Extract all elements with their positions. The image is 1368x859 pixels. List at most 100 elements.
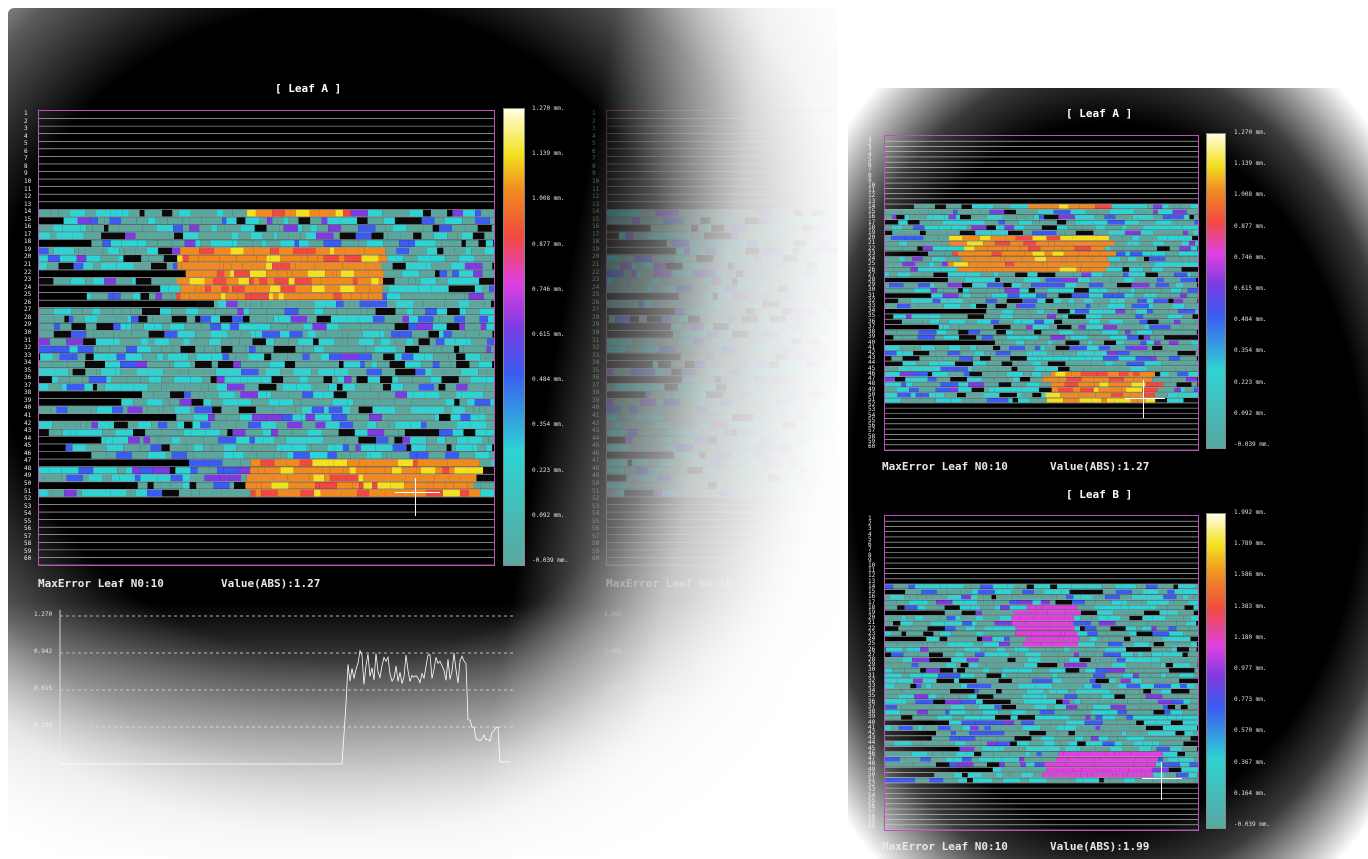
- heatmap-cell: [1013, 330, 1026, 335]
- heatmap-cell: [475, 217, 490, 224]
- colorbar-tick-label: 0.615 mm.: [1234, 285, 1267, 292]
- heatmap-cell: [789, 277, 799, 285]
- heatmap-cell: [1152, 330, 1163, 335]
- heatmap-cell: [1139, 319, 1148, 324]
- leaf-number-label: 52: [868, 401, 876, 409]
- heatmap-cell: [445, 482, 454, 489]
- heatmap-cell: [829, 308, 836, 315]
- heatmap-cell: [990, 235, 1006, 241]
- heatmap-cell: [169, 232, 175, 240]
- heatmap-cell: [1047, 351, 1053, 356]
- heatmap-cell: [418, 338, 430, 346]
- heatmap-cell: [102, 429, 116, 436]
- heatmap-cell: [1176, 772, 1189, 778]
- heatmap-cell: [202, 376, 211, 383]
- heatmap-cell: [1184, 387, 1194, 392]
- heatmap-cell: [161, 383, 167, 391]
- right-leaf-a-heatmap[interactable]: [884, 135, 1199, 451]
- heatmap-cell: [1143, 335, 1150, 340]
- heatmap-cell: [885, 230, 893, 235]
- heatmap-cell: [1028, 694, 1042, 699]
- heatmap-cell: [1122, 392, 1131, 398]
- heatmap-cell: [88, 474, 103, 482]
- heatmap-cell: [371, 361, 378, 368]
- heatmap-cell: [901, 382, 906, 387]
- heatmap-cell: [672, 436, 681, 444]
- leaf-number-label: 22: [868, 624, 876, 632]
- heatmap-cell: [997, 736, 1015, 741]
- leaf-a-heatmap[interactable]: [38, 110, 495, 566]
- heatmap-cell: [640, 209, 656, 217]
- heatmap-cell: [917, 246, 923, 251]
- colorbar-tick-label: 0.877 mm.: [1234, 222, 1267, 230]
- heatmap-cell: [1079, 220, 1093, 225]
- heatmap-cell: [1016, 392, 1022, 398]
- heatmap-cell: [607, 399, 614, 406]
- heatmap-cell: [1165, 256, 1181, 262]
- heatmap-cell: [1082, 225, 1096, 230]
- leaf-number-label: 41: [868, 723, 876, 731]
- heatmap-cell: [1160, 225, 1170, 230]
- heatmap-cell: [812, 225, 829, 232]
- heatmap-cell: [1060, 710, 1076, 715]
- heatmap-cell: [805, 300, 811, 308]
- heatmap-cell: [695, 391, 707, 399]
- heatmap-cell: [441, 346, 455, 353]
- heatmap-cell: [39, 338, 51, 346]
- heatmap-cell: [474, 285, 482, 293]
- heatmap-cell: [947, 642, 957, 647]
- heatmap-cell: [390, 346, 396, 353]
- heatmap-cell: [382, 383, 392, 391]
- heatmap-cell: [780, 217, 791, 224]
- heatmap-cell: [50, 338, 66, 346]
- heatmap-cell: [762, 255, 777, 262]
- heatmap-cell: [456, 353, 466, 361]
- heatmap-cell: [458, 270, 474, 277]
- heatmap-cell: [684, 308, 691, 315]
- heatmap-cell: [358, 247, 365, 255]
- heatmap-cell: [827, 285, 834, 293]
- heatmap-cell: [693, 459, 711, 467]
- heatmap-cell: [296, 383, 312, 391]
- leaf-number-label: 32: [868, 296, 876, 304]
- heatmap-cell: [238, 323, 254, 330]
- leaf-number-label: 48: [24, 464, 32, 472]
- leaf-number-label: 50: [868, 390, 876, 398]
- heatmap-cell: [126, 277, 132, 285]
- heatmap-cell: [1064, 725, 1077, 731]
- heatmap-cell: [677, 338, 694, 346]
- heatmap-cell: [351, 293, 361, 300]
- heatmap-cell: [1080, 387, 1094, 392]
- right-leaf-b-heatmap[interactable]: [884, 515, 1199, 831]
- heatmap-cell: [754, 444, 765, 451]
- heatmap-cell: [1031, 767, 1047, 772]
- heatmap-cell: [953, 262, 969, 267]
- heatmap-cell: [483, 391, 494, 399]
- heatmap-cell: [885, 678, 897, 683]
- heatmap-cell: [1151, 746, 1157, 751]
- heatmap-cell: [1068, 204, 1080, 209]
- heatmap-cell: [387, 255, 404, 262]
- heatmap-cell: [485, 414, 494, 421]
- heatmap-cell: [771, 459, 784, 467]
- heatmap-cell: [238, 232, 251, 240]
- heatmap-cell: [729, 308, 746, 315]
- heatmap-cell: [933, 272, 948, 277]
- heatmap-cell: [1031, 678, 1038, 683]
- heatmap-cell: [1017, 715, 1025, 720]
- heatmap-cell: [434, 209, 448, 217]
- heatmap-cell: [414, 240, 428, 247]
- heatmap-cell: [906, 319, 923, 324]
- heatmap-cell: [1042, 262, 1048, 267]
- heatmap-cell: [958, 382, 968, 387]
- heatmap-cell: [960, 673, 975, 678]
- heatmap-cell: [1137, 377, 1153, 382]
- heatmap-cell: [810, 383, 829, 391]
- heatmap-cell: [121, 308, 131, 315]
- leaf-number-label: 14: [868, 202, 876, 210]
- heatmap-cell: [293, 247, 308, 255]
- leaf-number-label: 40: [868, 338, 876, 346]
- heatmap-cell: [454, 346, 460, 353]
- heatmap-cell: [435, 270, 440, 277]
- heatmap-cell: [963, 652, 976, 657]
